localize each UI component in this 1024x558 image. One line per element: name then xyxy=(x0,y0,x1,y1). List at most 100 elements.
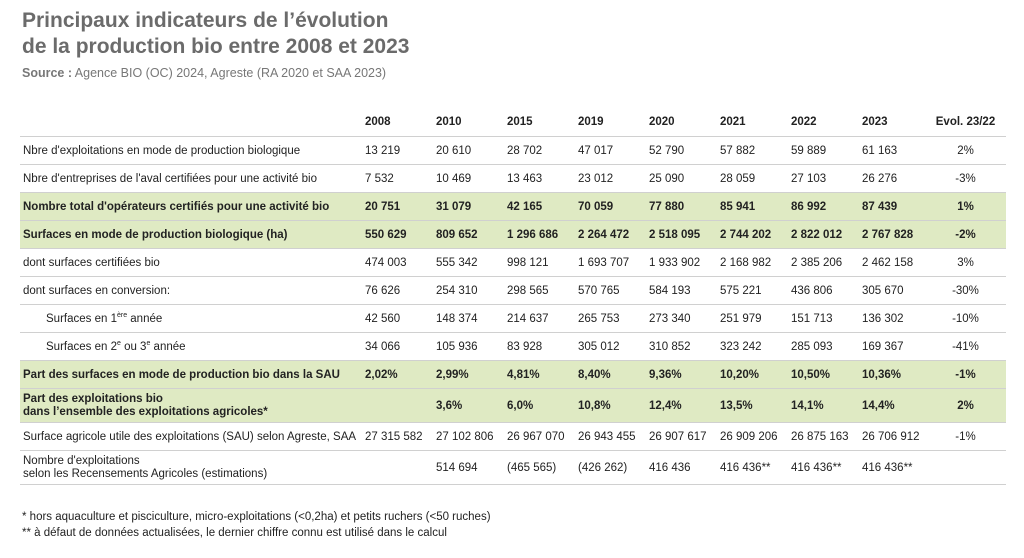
evol-cell: -2% xyxy=(925,220,1006,249)
row-label: Surfaces en 2e ou 3e année xyxy=(20,332,357,361)
value-cell: 23 012 xyxy=(570,164,641,193)
footnotes: * hors aquaculture et pisciculture, micr… xyxy=(22,509,491,541)
value-cell: 26 706 912 xyxy=(854,422,925,451)
evol-cell: -41% xyxy=(925,332,1006,361)
header-cell: 2021 xyxy=(720,116,746,128)
evol-cell: 2% xyxy=(925,136,1006,165)
value-cell: 26 907 617 xyxy=(641,422,712,451)
value-cell: 28 702 xyxy=(499,136,570,165)
table-row: Part des surfaces en mode de production … xyxy=(20,360,1006,389)
evol-cell: 1% xyxy=(925,192,1006,221)
value-cell: (426 262) xyxy=(570,450,641,485)
evol-cell: -30% xyxy=(925,276,1006,305)
header-label-cell xyxy=(20,108,357,137)
row-label: Nombre d'exploitations selon les Recensem… xyxy=(20,450,357,485)
ordinal-suffix: e xyxy=(116,340,121,348)
value-cell: 26 276 xyxy=(854,164,925,193)
table-row: Nombre d'exploitations selon les Recensem… xyxy=(20,450,1006,485)
value-cell: 26 909 206 xyxy=(712,422,783,451)
value-cell: 26 943 455 xyxy=(570,422,641,451)
value-cell: 14,4% xyxy=(854,388,925,423)
value-cell: 570 765 xyxy=(570,276,641,305)
value-cell: 416 436** xyxy=(712,450,783,485)
value-cell: 70 059 xyxy=(570,192,641,221)
value-cell: 27 102 806 xyxy=(428,422,499,451)
row-label-line-1: Nombre d'exploitations xyxy=(23,454,140,467)
row-label: Nbre d'exploitations en mode de producti… xyxy=(20,136,357,165)
value-cell: 251 979 xyxy=(712,304,783,333)
value-cell: 310 852 xyxy=(641,332,712,361)
value-cell: 10,8% xyxy=(570,388,641,423)
value-cell: 83 928 xyxy=(499,332,570,361)
header-cell-evol: Evol. 23/22 xyxy=(935,116,996,128)
value-cell: 42 165 xyxy=(499,192,570,221)
ordinal-suffix: ère xyxy=(116,312,128,320)
value-cell: 2 264 472 xyxy=(570,220,641,249)
value-cell: 436 806 xyxy=(783,276,854,305)
value-cell: 1 693 707 xyxy=(570,248,641,277)
table-row: dont surfaces en conversion: 76 626 254 31… xyxy=(20,276,1006,305)
value-cell: 87 439 xyxy=(854,192,925,221)
value-cell: 61 163 xyxy=(854,136,925,165)
table-row: Nbre d'entreprises de l'aval certifiées … xyxy=(20,164,1006,193)
row-label-line-2: selon les Recensements Agricoles (estima… xyxy=(23,467,268,480)
table-row: Surfaces en 2e ou 3e année 34 066 105 936 8… xyxy=(20,332,1006,361)
value-cell: 13 219 xyxy=(357,136,428,165)
value-cell: 2 744 202 xyxy=(712,220,783,249)
indicators-table: 2008 2010 2015 2019 2020 2021 2022 2023 … xyxy=(20,108,1006,485)
evol-cell: -1% xyxy=(925,360,1006,389)
value-cell: 57 882 xyxy=(712,136,783,165)
value-cell: 14,1% xyxy=(783,388,854,423)
value-cell: 2,99% xyxy=(428,360,499,389)
value-cell: 13 463 xyxy=(499,164,570,193)
header-cell: 2023 xyxy=(862,116,888,128)
table-row: dont surfaces certifiées bio 474 003 555 3… xyxy=(20,248,1006,277)
value-cell: 26 875 163 xyxy=(783,422,854,451)
value-cell xyxy=(357,450,428,485)
header-cell: 2010 xyxy=(436,116,462,128)
value-cell: (465 565) xyxy=(499,450,570,485)
value-cell: 77 880 xyxy=(641,192,712,221)
value-cell: 85 941 xyxy=(712,192,783,221)
value-cell: 4,81% xyxy=(499,360,570,389)
value-cell: 555 342 xyxy=(428,248,499,277)
row-label: Nbre d'entreprises de l'aval certifiées … xyxy=(20,164,357,193)
value-cell: 550 629 xyxy=(357,220,428,249)
value-cell: 27 315 582 xyxy=(357,422,428,451)
value-cell: 416 436** xyxy=(783,450,854,485)
value-cell: 42 560 xyxy=(357,304,428,333)
value-cell: 27 103 xyxy=(783,164,854,193)
row-label: Part des surfaces en mode de production … xyxy=(20,360,357,389)
value-cell: 2 518 095 xyxy=(641,220,712,249)
value-cell: 2,02% xyxy=(357,360,428,389)
table-row: Nbre d'exploitations en mode de producti… xyxy=(20,136,1006,165)
value-cell: 26 967 070 xyxy=(499,422,570,451)
value-cell: 86 992 xyxy=(783,192,854,221)
row-label-line-1: Part des exploitations bio xyxy=(23,392,163,405)
value-cell: 273 340 xyxy=(641,304,712,333)
header-cell: 2019 xyxy=(578,116,604,128)
value-cell: 10,20% xyxy=(712,360,783,389)
value-cell: 25 090 xyxy=(641,164,712,193)
header-cell: 2015 xyxy=(507,116,533,128)
value-cell: 254 310 xyxy=(428,276,499,305)
value-cell: 20 610 xyxy=(428,136,499,165)
value-cell: 148 374 xyxy=(428,304,499,333)
value-cell: 9,36% xyxy=(641,360,712,389)
row-label: dont surfaces certifiées bio xyxy=(20,248,357,277)
value-cell: 1 296 686 xyxy=(499,220,570,249)
value-cell: 2 767 828 xyxy=(854,220,925,249)
row-label: dont surfaces en conversion: xyxy=(20,276,357,305)
value-cell: 10 469 xyxy=(428,164,499,193)
footnote: * hors aquaculture et pisciculture, micr… xyxy=(22,511,491,523)
value-cell: 10,50% xyxy=(783,360,854,389)
value-cell: 34 066 xyxy=(357,332,428,361)
value-cell: 265 753 xyxy=(570,304,641,333)
source-label: Source : xyxy=(22,66,73,80)
value-cell: 214 637 xyxy=(499,304,570,333)
value-cell: 47 017 xyxy=(570,136,641,165)
table-row: Nombre total d'opérateurs certifiés pour… xyxy=(20,192,1006,221)
value-cell: 2 822 012 xyxy=(783,220,854,249)
value-cell: 10,36% xyxy=(854,360,925,389)
value-cell: 6,0% xyxy=(499,388,570,423)
